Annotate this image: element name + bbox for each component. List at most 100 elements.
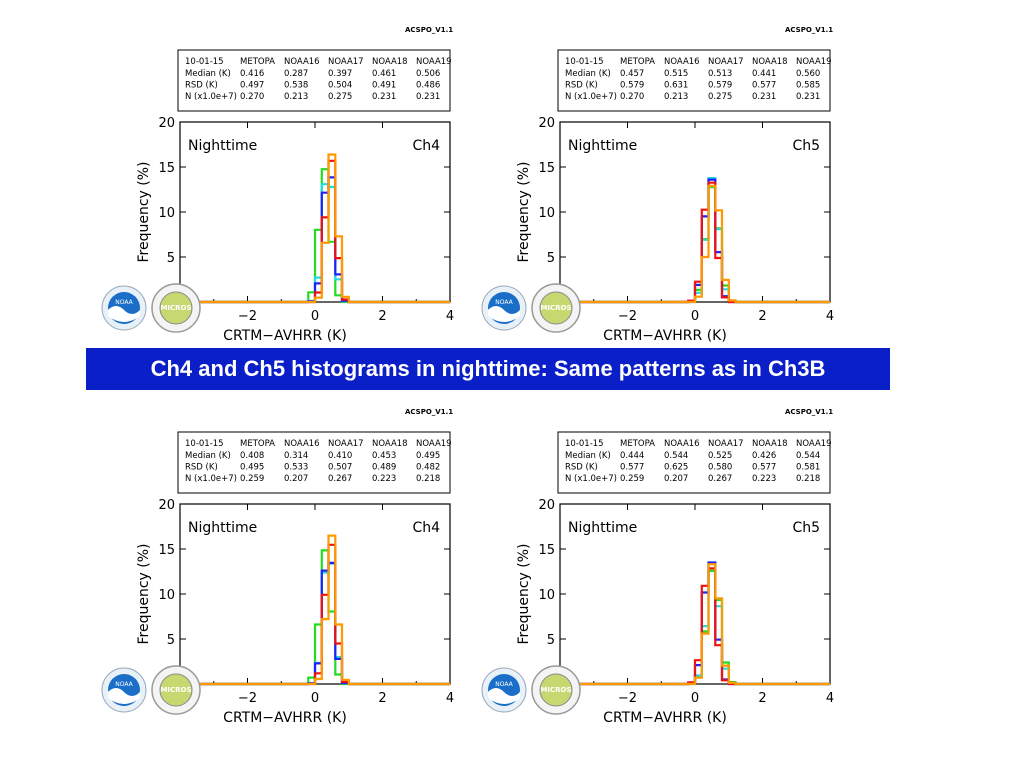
noaa-logo: NOAA: [481, 667, 527, 713]
stats-sat-header: NOAA19: [416, 57, 452, 67]
stats-cell: 0.275: [708, 92, 732, 102]
stats-cell: 0.231: [796, 92, 820, 102]
y-tick-label: 15: [538, 543, 555, 558]
x-tick-label: 4: [826, 691, 834, 706]
micros-logo: MICROS: [531, 665, 581, 715]
chart-svg: ACSPO_V1.1 10-01-15 METOPA NOAA16 NOAA17 NOAA…: [481, 408, 834, 726]
stats-cell: 0.579: [708, 81, 732, 91]
noaa-logo: NOAA: [101, 285, 147, 331]
stats-sat-header: NOAA16: [664, 439, 700, 449]
stats-row-label: RSD (K): [565, 81, 598, 91]
y-tick-label: 5: [547, 251, 555, 266]
noaa-logo-text: NOAA: [115, 299, 133, 306]
stats-cell: 0.506: [416, 69, 440, 79]
stats-cell: 0.287: [284, 69, 308, 79]
stats-sat-header: NOAA18: [372, 439, 408, 449]
stats-row-label: N (x1.0e+7): [185, 92, 237, 102]
stats-cell: 0.560: [796, 69, 820, 79]
stats-cell: 0.581: [796, 463, 820, 473]
histogram-series-noaa18: [560, 567, 830, 686]
stats-cell: 0.259: [620, 474, 644, 484]
stats-sat-header: NOAA17: [328, 57, 364, 67]
chart-svg: ACSPO_V1.1 10-01-15 METOPA NOAA16 NOAA17 NOAA…: [481, 26, 834, 344]
stats-cell: 0.231: [372, 92, 396, 102]
x-axis-label: CRTM−AVHRR (K): [223, 710, 347, 726]
x-axis-label: CRTM−AVHRR (K): [603, 328, 727, 344]
stats-cell: 0.223: [372, 474, 396, 484]
x-tick-label: −2: [618, 691, 637, 706]
corner-label-left: Nighttime: [188, 520, 257, 536]
histogram-series-noaa19: [180, 153, 450, 304]
stats-cell: 0.579: [620, 81, 644, 91]
stats-sat-header: NOAA19: [796, 439, 832, 449]
stats-row-label: RSD (K): [185, 463, 218, 473]
micros-logo-disc: [159, 673, 193, 707]
noaa-logo-wave: [488, 306, 520, 322]
stats-table-border: [177, 431, 451, 494]
stats-cell: 0.495: [416, 451, 440, 461]
stats-cell: 0.314: [284, 451, 308, 461]
y-tick-label: 20: [158, 498, 175, 513]
y-tick-label: 5: [167, 633, 175, 648]
stats-cell: 0.416: [240, 69, 264, 79]
corner-label-right: Ch5: [792, 520, 820, 536]
y-tick-label: 15: [538, 161, 555, 176]
stats-cell: 0.625: [664, 463, 688, 473]
x-tick-label: −2: [238, 309, 257, 324]
y-tick-label: 20: [158, 116, 175, 131]
y-tick-label: 20: [538, 116, 555, 131]
stats-sat-header: METOPA: [620, 439, 655, 449]
noaa-logo-text: NOAA: [495, 681, 513, 688]
stats-sat-header: NOAA16: [284, 439, 320, 449]
stats-cell: 0.585: [796, 81, 820, 91]
stats-cell: 0.577: [620, 463, 644, 473]
histogram-series-noaa19: [180, 534, 450, 686]
stats-cell: 0.544: [664, 451, 688, 461]
y-axis-label: Frequency (%): [516, 161, 532, 262]
stats-row-label: N (x1.0e+7): [565, 92, 617, 102]
version-tag: ACSPO_V1.1: [405, 408, 453, 416]
stats-sat-header: NOAA16: [664, 57, 700, 67]
stats-table-border: [557, 49, 831, 112]
x-tick-label: 4: [826, 309, 834, 324]
stats-cell: 0.544: [796, 451, 820, 461]
chart-svg: ACSPO_V1.1 10-01-15 METOPA NOAA16 NOAA17 NOAA…: [101, 26, 454, 344]
stats-cell: 0.497: [240, 81, 264, 91]
stats-sat-header: NOAA19: [796, 57, 832, 67]
micros-logo: MICROS: [531, 283, 581, 333]
stats-cell: 0.580: [708, 463, 732, 473]
micros-logo-disc: [539, 673, 573, 707]
x-tick-label: 2: [758, 309, 766, 324]
stats-cell: 0.231: [752, 92, 776, 102]
x-axis-label: CRTM−AVHRR (K): [603, 710, 727, 726]
chart-panel-top-left: ACSPO_V1.1 10-01-15 METOPA NOAA16 NOAA17 NOAA…: [100, 10, 480, 350]
chart-panel-top-right: ACSPO_V1.1 10-01-15 METOPA NOAA16 NOAA17 NOAA…: [480, 10, 860, 350]
corner-label-right: Ch4: [412, 138, 440, 154]
stats-cell: 0.577: [752, 463, 776, 473]
y-tick-label: 5: [547, 633, 555, 648]
y-tick-label: 20: [538, 498, 555, 513]
stats-cell: 0.515: [664, 69, 688, 79]
stats-cell: 0.410: [328, 451, 352, 461]
micros-logo-text: MICROS: [540, 686, 571, 694]
micros-logo-disc: [159, 291, 193, 325]
stats-cell: 0.426: [752, 451, 776, 461]
stats-date: 10-01-15: [565, 57, 604, 67]
stats-cell: 0.631: [664, 81, 688, 91]
stats-date: 10-01-15: [185, 57, 224, 67]
stats-cell: 0.218: [416, 474, 440, 484]
stats-cell: 0.218: [796, 474, 820, 484]
stats-cell: 0.267: [328, 474, 352, 484]
stats-cell: 0.533: [284, 463, 308, 473]
stats-row-label: RSD (K): [565, 463, 598, 473]
chart-svg: ACSPO_V1.1 10-01-15 METOPA NOAA16 NOAA17 NOAA…: [101, 408, 454, 726]
x-tick-label: 0: [311, 691, 319, 706]
stats-cell: 0.489: [372, 463, 396, 473]
x-tick-label: 4: [446, 309, 454, 324]
y-axis-label: Frequency (%): [136, 161, 152, 262]
y-tick-label: 10: [158, 588, 175, 603]
caption-banner: Ch4 and Ch5 histograms in nighttime: Sam…: [86, 348, 890, 390]
y-tick-label: 10: [538, 588, 555, 603]
stats-cell: 0.507: [328, 463, 352, 473]
stats-cell: 0.408: [240, 451, 264, 461]
